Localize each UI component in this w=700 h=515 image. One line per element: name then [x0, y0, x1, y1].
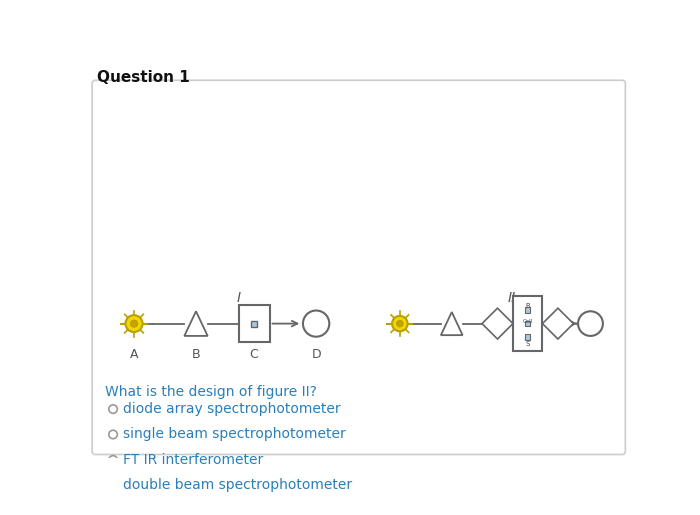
- Text: D: D: [312, 348, 321, 361]
- Text: Cell: Cell: [523, 319, 533, 323]
- Bar: [251, 320, 257, 327]
- Text: C: C: [250, 348, 258, 361]
- Text: B: B: [192, 348, 200, 361]
- Bar: [525, 334, 531, 340]
- Text: double beam spectrophotometer: double beam spectrophotometer: [123, 478, 352, 492]
- FancyBboxPatch shape: [92, 80, 625, 455]
- Text: FT IR interferometer: FT IR interferometer: [123, 453, 263, 467]
- Polygon shape: [542, 308, 573, 339]
- Circle shape: [108, 481, 118, 490]
- Circle shape: [392, 316, 407, 331]
- Bar: [513, 296, 542, 351]
- Circle shape: [130, 320, 138, 327]
- Text: S: S: [526, 341, 530, 347]
- Circle shape: [125, 315, 143, 332]
- Circle shape: [303, 311, 329, 337]
- Circle shape: [108, 456, 118, 464]
- Bar: [525, 321, 531, 327]
- Bar: [239, 305, 270, 342]
- Polygon shape: [441, 312, 463, 335]
- Text: diode array spectrophotometer: diode array spectrophotometer: [123, 402, 341, 416]
- Polygon shape: [184, 311, 208, 336]
- Text: R: R: [525, 303, 530, 309]
- Text: single beam spectrophotometer: single beam spectrophotometer: [123, 427, 346, 441]
- Text: Question 1: Question 1: [97, 70, 190, 84]
- Circle shape: [397, 320, 403, 327]
- Polygon shape: [482, 308, 513, 339]
- Text: What is the design of figure II?: What is the design of figure II?: [104, 385, 316, 399]
- Circle shape: [108, 405, 118, 414]
- Text: I: I: [237, 291, 241, 305]
- Circle shape: [578, 311, 603, 336]
- Circle shape: [108, 430, 118, 439]
- Text: A: A: [130, 348, 139, 361]
- Bar: [525, 307, 531, 313]
- Text: II: II: [508, 291, 517, 305]
